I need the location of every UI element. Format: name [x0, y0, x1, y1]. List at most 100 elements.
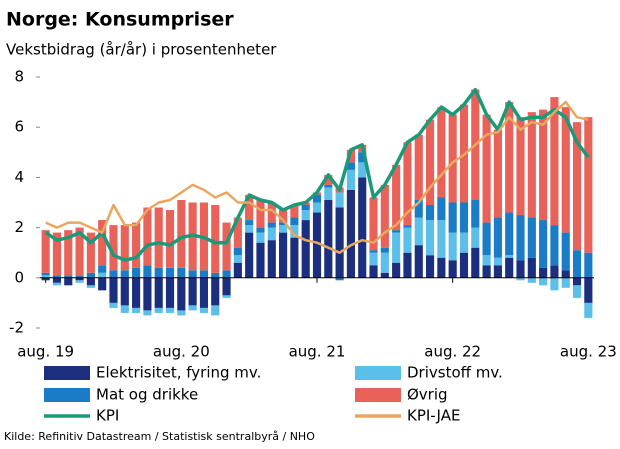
bar — [358, 152, 367, 163]
bar — [312, 202, 322, 213]
legend-label: KPI — [96, 407, 119, 425]
bar — [516, 117, 525, 216]
bar — [279, 225, 288, 233]
bar — [358, 177, 367, 278]
bar — [550, 225, 559, 266]
bar — [584, 252, 593, 278]
bar — [154, 307, 163, 313]
legend-label: KPI-JAE — [407, 407, 460, 425]
bar — [199, 277, 209, 308]
bar — [572, 285, 582, 298]
bar — [324, 184, 333, 188]
bar — [505, 212, 514, 256]
bar — [98, 220, 107, 266]
bar — [561, 277, 570, 288]
legend-swatch — [355, 388, 401, 402]
bar — [52, 277, 62, 283]
bar — [301, 220, 310, 278]
bar — [380, 184, 389, 248]
bar — [561, 270, 570, 278]
x-tick-label: aug. 19 — [17, 343, 74, 361]
bar — [109, 270, 118, 278]
legend-swatch — [44, 366, 90, 380]
bar — [290, 205, 299, 218]
bar — [301, 210, 310, 221]
bar — [211, 305, 220, 316]
bar — [165, 307, 175, 313]
legend-label: Elektrisitet, fyring mv. — [96, 364, 261, 382]
bar — [459, 232, 469, 253]
bar — [233, 247, 242, 256]
bar — [493, 265, 502, 278]
bar — [403, 227, 412, 253]
bar — [392, 232, 401, 263]
bar — [550, 277, 559, 291]
bar — [222, 222, 231, 271]
bar — [505, 255, 514, 258]
bar — [86, 285, 95, 288]
bar — [256, 242, 265, 278]
x-tick-label: aug. 23 — [560, 343, 617, 361]
y-tick-label: 2 — [14, 218, 24, 236]
bar — [527, 277, 536, 283]
bar — [493, 257, 502, 266]
bar — [120, 305, 129, 313]
bar — [539, 277, 548, 286]
bar — [482, 265, 491, 278]
bar — [143, 265, 152, 278]
bar — [143, 207, 152, 266]
bar — [448, 114, 457, 203]
bar — [414, 134, 423, 200]
bar — [369, 197, 378, 251]
bar — [482, 222, 491, 256]
bar — [380, 272, 389, 278]
bar — [132, 267, 141, 278]
bar — [414, 245, 423, 278]
bar — [256, 232, 265, 243]
line-series — [44, 87, 590, 262]
bar — [482, 114, 491, 223]
bar — [75, 280, 84, 283]
bar — [527, 217, 536, 258]
bar — [414, 217, 423, 246]
bar — [279, 222, 288, 226]
bar — [358, 162, 367, 178]
bar — [380, 252, 389, 273]
bar — [539, 220, 548, 268]
bar — [437, 197, 446, 221]
bar — [425, 220, 435, 256]
legend-swatch — [355, 366, 401, 380]
bar — [516, 260, 525, 278]
bar — [211, 272, 220, 278]
y-tick-label: 8 — [14, 68, 24, 86]
bar — [572, 122, 582, 251]
bar — [448, 260, 457, 278]
bar — [211, 277, 220, 306]
bar — [335, 207, 344, 278]
bar — [561, 107, 570, 233]
bar — [312, 212, 322, 278]
bar — [188, 277, 197, 306]
bar — [245, 220, 254, 226]
bar — [177, 277, 186, 311]
bar — [380, 247, 389, 253]
bar — [64, 230, 73, 276]
bar — [527, 257, 536, 278]
bar — [425, 205, 435, 221]
bar — [414, 199, 423, 218]
bar — [177, 267, 186, 278]
bar — [75, 277, 84, 281]
bar — [471, 227, 480, 248]
bar — [346, 162, 355, 170]
bar — [505, 257, 514, 278]
bar — [324, 174, 333, 185]
bar — [290, 217, 299, 226]
bar — [267, 240, 276, 278]
bar — [493, 129, 502, 218]
bar — [369, 250, 378, 253]
bar — [279, 232, 288, 278]
bar — [52, 275, 62, 278]
bar — [267, 222, 276, 228]
bar — [425, 119, 435, 206]
